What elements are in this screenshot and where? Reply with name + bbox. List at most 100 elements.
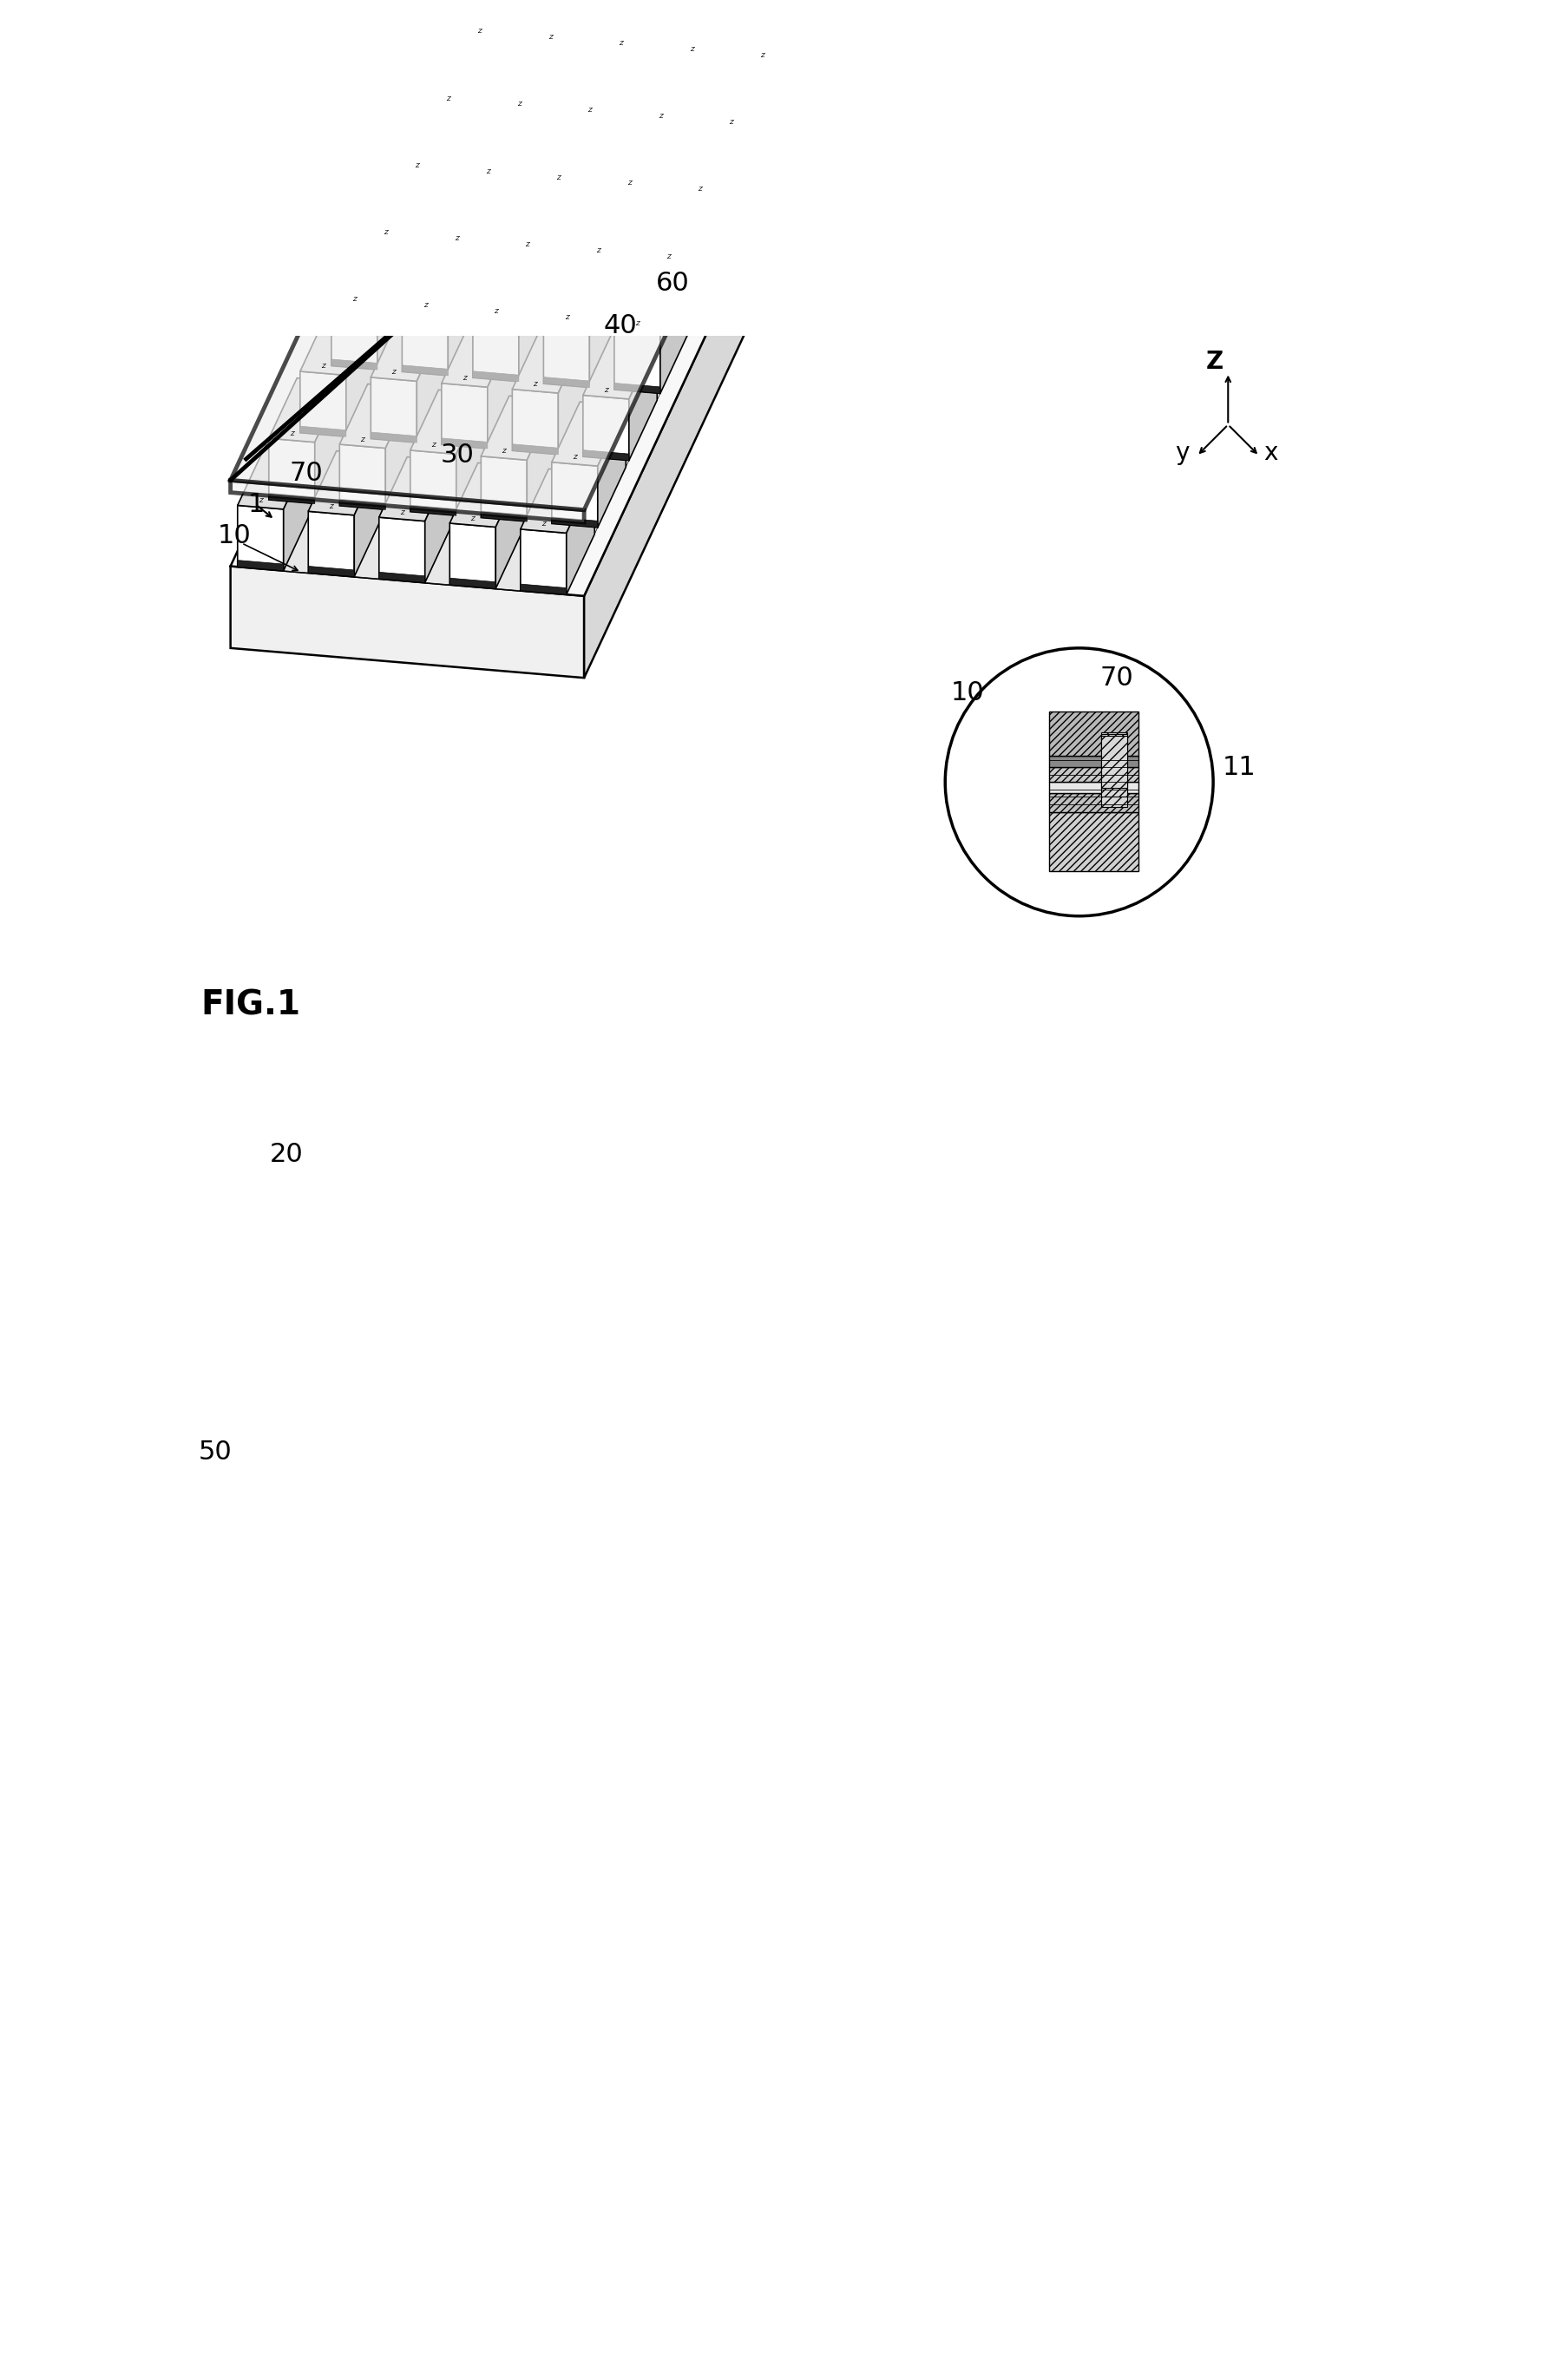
Polygon shape [328,366,378,375]
Polygon shape [430,305,480,316]
Polygon shape [607,243,652,253]
Polygon shape [441,113,467,236]
Polygon shape [674,255,723,267]
Polygon shape [394,170,441,236]
Text: 20: 20 [270,1143,303,1166]
Polygon shape [715,0,743,120]
Polygon shape [502,0,530,102]
Polygon shape [676,0,704,47]
Polygon shape [488,387,541,451]
Text: Z: Z [533,382,538,387]
Text: 40: 40 [604,314,638,338]
Polygon shape [535,123,610,187]
Text: Z: Z [596,248,601,253]
Polygon shape [643,323,691,333]
Polygon shape [409,243,461,305]
Polygon shape [604,0,632,40]
Polygon shape [637,120,684,187]
Polygon shape [448,316,500,378]
Polygon shape [572,316,621,328]
Polygon shape [478,517,527,529]
Text: 1: 1 [248,491,265,517]
Polygon shape [580,456,629,467]
Polygon shape [442,439,488,449]
Polygon shape [362,293,409,302]
Polygon shape [488,0,533,35]
Polygon shape [456,92,502,102]
Polygon shape [386,387,414,510]
Text: Z: Z [635,321,640,326]
Polygon shape [621,260,674,323]
Polygon shape [543,52,571,175]
Polygon shape [527,97,574,109]
Polygon shape [684,125,737,189]
Polygon shape [612,390,660,399]
Polygon shape [696,50,746,59]
Text: Z: Z [392,371,397,375]
Polygon shape [646,201,720,264]
Bar [1101,737,1127,789]
Polygon shape [362,238,409,302]
Polygon shape [660,272,688,394]
Polygon shape [629,0,676,47]
Polygon shape [677,194,723,260]
Polygon shape [613,120,665,182]
Text: Z: Z [564,314,569,321]
Polygon shape [309,512,354,576]
Polygon shape [737,123,786,132]
Polygon shape [544,262,618,326]
Polygon shape [433,243,480,309]
Bar [1101,732,1127,807]
Polygon shape [511,182,563,243]
Polygon shape [485,31,533,42]
Text: Z: Z [604,387,608,392]
Polygon shape [470,47,499,168]
Text: Z: Z [502,449,506,453]
Text: Z: Z [549,35,552,40]
Polygon shape [668,0,743,59]
Polygon shape [709,127,754,194]
Text: Z: Z [517,102,521,106]
Polygon shape [558,333,586,456]
Polygon shape [296,432,347,444]
Polygon shape [633,182,684,194]
Polygon shape [575,255,621,321]
Polygon shape [265,501,315,510]
Polygon shape [474,371,519,382]
Polygon shape [315,444,367,505]
Polygon shape [615,267,688,333]
Polygon shape [470,378,519,387]
Polygon shape [521,583,566,595]
Polygon shape [583,335,657,399]
Polygon shape [566,54,641,118]
Polygon shape [527,42,574,109]
Text: Z: Z [541,522,546,527]
Polygon shape [552,517,597,527]
Polygon shape [309,567,354,576]
Text: Z: Z [416,163,419,168]
Polygon shape [464,231,511,241]
Polygon shape [607,127,681,191]
Bar [1049,793,1138,812]
Polygon shape [354,456,383,576]
Polygon shape [401,366,448,375]
Polygon shape [558,31,604,40]
Text: 10: 10 [218,524,251,548]
Polygon shape [315,382,343,503]
Text: Z: Z [1206,349,1223,373]
Polygon shape [583,394,629,460]
Polygon shape [582,125,610,248]
Polygon shape [582,187,633,250]
Polygon shape [433,297,480,309]
Polygon shape [394,224,441,236]
Polygon shape [615,382,660,394]
Text: Z: Z [760,52,765,59]
Polygon shape [379,458,453,522]
Polygon shape [417,382,470,444]
Polygon shape [746,0,798,54]
Polygon shape [299,312,375,375]
Polygon shape [442,382,488,449]
Polygon shape [268,378,343,442]
Polygon shape [767,54,817,66]
Polygon shape [597,0,673,52]
